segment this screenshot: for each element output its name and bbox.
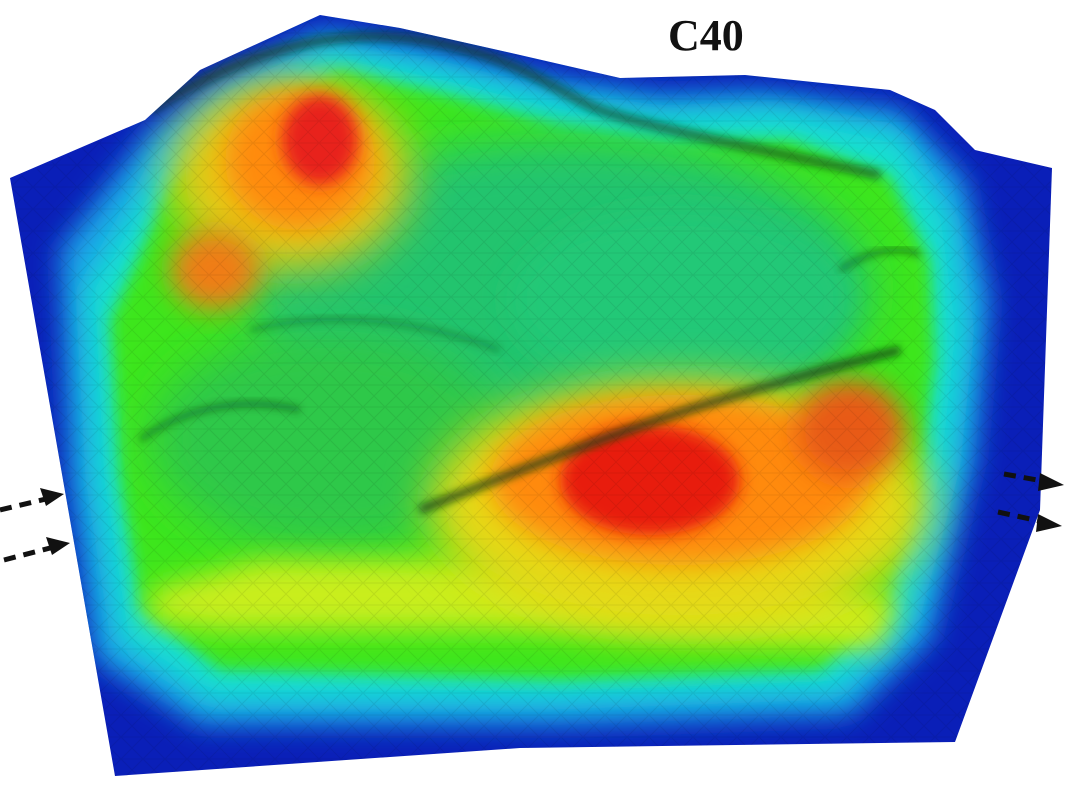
- figure-title: C40: [668, 11, 744, 60]
- outlet-arrows: [997, 471, 1049, 525]
- outlet-arrowhead-lower: [1036, 514, 1062, 532]
- inlet-arrowhead-upper: [40, 488, 64, 506]
- inlet-arrowhead-lower: [46, 537, 70, 555]
- outlet-arrow-upper: [1003, 471, 1049, 485]
- inlet-arrows: [0, 495, 55, 563]
- inlet-arrow-lower: [3, 544, 55, 563]
- outlet-arrowhead-upper: [1038, 473, 1064, 491]
- inlet-arrow-upper: [0, 495, 51, 513]
- outlet-arrow-lower: [997, 509, 1045, 525]
